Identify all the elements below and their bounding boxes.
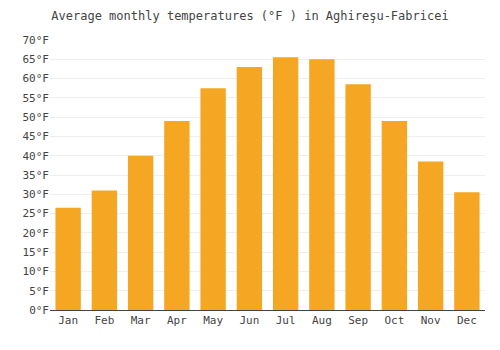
svg-text:65°F: 65°F (23, 53, 50, 66)
svg-text:Feb: Feb (94, 314, 114, 327)
svg-text:Jan: Jan (58, 314, 78, 327)
svg-text:55°F: 55°F (23, 92, 50, 105)
svg-text:May: May (203, 314, 223, 327)
svg-text:45°F: 45°F (23, 130, 50, 143)
svg-text:Oct: Oct (384, 314, 404, 327)
svg-text:Mar: Mar (131, 314, 151, 327)
svg-text:Average monthly temperatures (: Average monthly temperatures (°F ) in Ag… (51, 9, 448, 23)
svg-text:Jun: Jun (239, 314, 259, 327)
svg-text:35°F: 35°F (23, 169, 50, 182)
svg-text:25°F: 25°F (23, 207, 50, 220)
svg-text:5°F: 5°F (29, 285, 49, 298)
svg-text:50°F: 50°F (23, 111, 50, 124)
svg-text:70°F: 70°F (23, 34, 50, 47)
svg-text:Aug: Aug (312, 314, 332, 327)
svg-text:15°F: 15°F (23, 246, 50, 259)
svg-text:Nov: Nov (421, 314, 441, 327)
svg-text:Apr: Apr (167, 314, 187, 327)
svg-text:Dec: Dec (457, 314, 477, 327)
svg-text:0°F: 0°F (29, 304, 49, 317)
svg-text:40°F: 40°F (23, 150, 50, 163)
svg-text:Sep: Sep (348, 314, 368, 327)
svg-text:10°F: 10°F (23, 265, 50, 278)
svg-text:Jul: Jul (276, 314, 296, 327)
svg-text:20°F: 20°F (23, 227, 50, 240)
svg-text:30°F: 30°F (23, 188, 50, 201)
svg-text:60°F: 60°F (23, 72, 50, 85)
